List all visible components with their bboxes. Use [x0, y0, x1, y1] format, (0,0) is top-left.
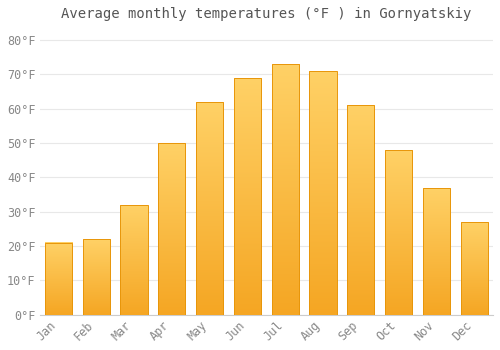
- Bar: [310, 71, 336, 315]
- Bar: [45, 243, 72, 315]
- Bar: [385, 150, 412, 315]
- Bar: [234, 78, 261, 315]
- Bar: [158, 143, 186, 315]
- Bar: [82, 239, 110, 315]
- Bar: [272, 64, 299, 315]
- Bar: [196, 102, 224, 315]
- Bar: [347, 105, 374, 315]
- Bar: [120, 205, 148, 315]
- Bar: [460, 222, 488, 315]
- Title: Average monthly temperatures (°F ) in Gornyatskiy: Average monthly temperatures (°F ) in Go…: [61, 7, 472, 21]
- Bar: [423, 188, 450, 315]
